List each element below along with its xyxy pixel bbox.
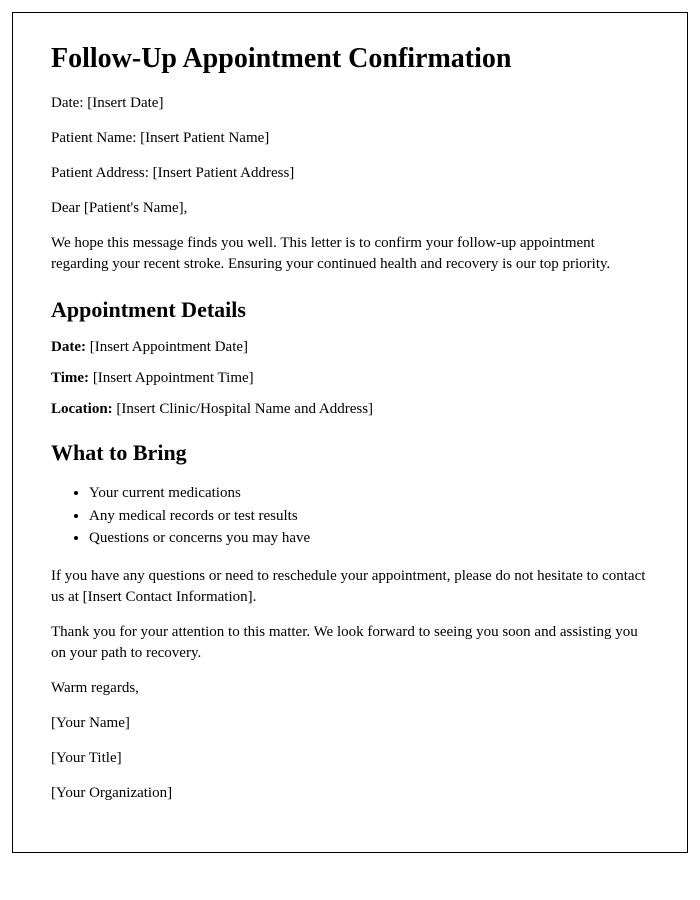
header-patient-address: Patient Address: [Insert Patient Address…: [51, 163, 649, 184]
list-item: Your current medications: [89, 482, 649, 505]
list-item: Questions or concerns you may have: [89, 527, 649, 550]
header-date: Date: [Insert Date]: [51, 93, 649, 114]
closing-title: [Your Title]: [51, 748, 649, 769]
header-patient-name: Patient Name: [Insert Patient Name]: [51, 128, 649, 149]
appointment-date: Date: [Insert Appointment Date]: [51, 339, 649, 356]
appointment-date-label: Date:: [51, 339, 86, 355]
appointment-time: Time: [Insert Appointment Time]: [51, 370, 649, 387]
intro-paragraph: We hope this message finds you well. Thi…: [51, 233, 649, 275]
what-to-bring-list: Your current medications Any medical rec…: [89, 482, 649, 550]
appointment-time-value: [Insert Appointment Time]: [89, 370, 254, 386]
what-to-bring-heading: What to Bring: [51, 440, 649, 466]
salutation: Dear [Patient's Name],: [51, 198, 649, 219]
thanks-paragraph: Thank you for your attention to this mat…: [51, 622, 649, 664]
closing-name: [Your Name]: [51, 713, 649, 734]
appointment-location: Location: [Insert Clinic/Hospital Name a…: [51, 401, 649, 418]
appointment-location-value: [Insert Clinic/Hospital Name and Address…: [113, 401, 373, 417]
closing-org: [Your Organization]: [51, 783, 649, 804]
appointment-date-value: [Insert Appointment Date]: [86, 339, 248, 355]
appointment-details-heading: Appointment Details: [51, 297, 649, 323]
document-title: Follow-Up Appointment Confirmation: [51, 43, 649, 75]
appointment-time-label: Time:: [51, 370, 89, 386]
list-item: Any medical records or test results: [89, 505, 649, 528]
appointment-location-label: Location:: [51, 401, 113, 417]
closing-regards: Warm regards,: [51, 678, 649, 699]
contact-paragraph: If you have any questions or need to res…: [51, 566, 649, 608]
document-container: Follow-Up Appointment Confirmation Date:…: [12, 12, 688, 853]
